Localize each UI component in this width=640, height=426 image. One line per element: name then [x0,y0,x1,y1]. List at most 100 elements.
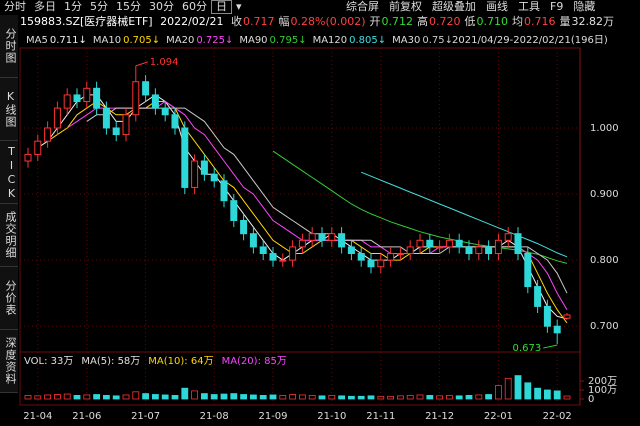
volume-bar [455,395,463,400]
candle-body [210,173,218,182]
candle-body [318,233,326,241]
side-tab[interactable]: 成交明细 [0,204,18,267]
volume-bar [34,395,42,400]
candle-body [93,87,101,109]
menu-item[interactable]: 隐藏 [573,0,596,13]
volume-bar [445,394,453,400]
volume-bar [367,395,375,400]
field-value: 0.717 [243,15,275,28]
tab[interactable]: 15分 [116,0,141,13]
field-label: 低 [464,15,476,28]
volume-bar [357,395,365,400]
volume-bar [240,394,248,400]
candle-body [53,107,61,129]
tab[interactable]: 分时 [4,0,26,13]
field-value: 0.712 [381,15,414,28]
volume-bar [514,375,522,400]
volume-bar [191,390,199,400]
candle-body [63,94,71,109]
y-tick-label: 0.800 [590,255,619,266]
x-tick-label: 21-09 [258,411,287,422]
volume-bar [103,394,110,400]
x-tick-label: 22-02 [543,411,572,422]
volume-bar [396,395,404,400]
tab[interactable]: 5分 [90,0,108,13]
candle-body [553,325,561,334]
volume-bar [475,394,483,400]
candle-body [436,246,444,249]
candle-body [220,180,228,202]
volume-bar [249,394,257,400]
tab[interactable]: 多日 [34,0,56,13]
menu-item[interactable]: 前复权 [389,0,422,13]
candle-body [122,114,130,136]
side-tab[interactable]: 分价表 [0,267,18,330]
legend-arrow: ↓ [151,35,161,46]
volume-bar [534,387,541,400]
legend-value: 0.805 [349,35,378,46]
field-value: 0.710 [476,15,509,28]
x-tick-label: 21-08 [200,411,229,422]
legend-arrow: ↓ [377,35,387,46]
x-tick-label: 21-12 [425,411,454,422]
x-tick-label: 22-01 [484,411,513,422]
tab[interactable]: ▾ [236,0,242,13]
date-range: 2021/04/29-2022/02/21(196日) [452,35,608,46]
legend-value: 0.725 [196,35,225,46]
volume-legend-item: MA(5): 58万 [81,356,141,367]
side-tab[interactable]: K线图 [0,78,18,141]
volume-legend-item: MA(20): 85万 [221,356,287,367]
x-tick-label: 21-04 [23,411,52,422]
volume-bar [494,385,502,400]
volume-bar [298,394,306,400]
candle-body [102,107,110,129]
volume-bar [112,395,120,400]
x-tick-label: 21-07 [131,411,160,422]
candle-body [298,239,306,248]
candle-body [396,253,404,256]
candle-body [328,233,336,241]
legend-arrow: ↓ [444,35,454,46]
menu-item[interactable]: 超级叠加 [432,0,476,13]
volume-bar [220,393,228,400]
volume-bar [151,394,159,400]
side-tab[interactable]: 分时图 [0,15,18,78]
candle-body [504,233,512,241]
x-tick-label: 21-11 [366,411,395,422]
candle-body [73,94,81,103]
candle-body [338,233,346,248]
volume-tick-label: 100万 [588,385,617,396]
tab[interactable]: 1分 [64,0,82,13]
candle-body [347,246,355,255]
date: 2022/02/21 [160,15,224,28]
volume-bar [318,395,326,400]
field-label: 量 [559,15,571,28]
menu-item[interactable]: F9 [550,0,564,13]
volume-bar [416,394,424,400]
volume-bar [44,394,51,400]
candle-body [445,239,453,248]
side-tab[interactable]: 深度资料 [0,330,18,393]
volume-bar [436,395,444,400]
volume-bar [24,394,32,400]
tab[interactable]: 60分 [182,0,207,13]
tab[interactable]: 30分 [149,0,174,13]
candle-body [475,246,483,255]
legend-arrow: ↓ [224,35,234,46]
tab[interactable]: 日 [211,0,232,14]
menu-item[interactable]: 综合屏 [346,0,379,13]
side-tab[interactable]: TICK [0,141,18,204]
candle-body [406,246,414,255]
volume-tick-label: 200万 [588,376,617,387]
candle-body [259,246,267,255]
candle-body [494,239,502,255]
field-value: 0.720 [429,15,461,28]
volume-bar [347,395,355,400]
volume-legend: VOL: 33万 MA(5): 58万 MA(10): 64万 MA(20): 85万 [24,355,295,369]
candle-body [465,246,473,255]
menu-item[interactable]: 画线 [486,0,508,13]
candle-body [543,305,551,327]
menu-item[interactable]: 工具 [518,0,540,13]
field-label: 高 [417,15,429,28]
